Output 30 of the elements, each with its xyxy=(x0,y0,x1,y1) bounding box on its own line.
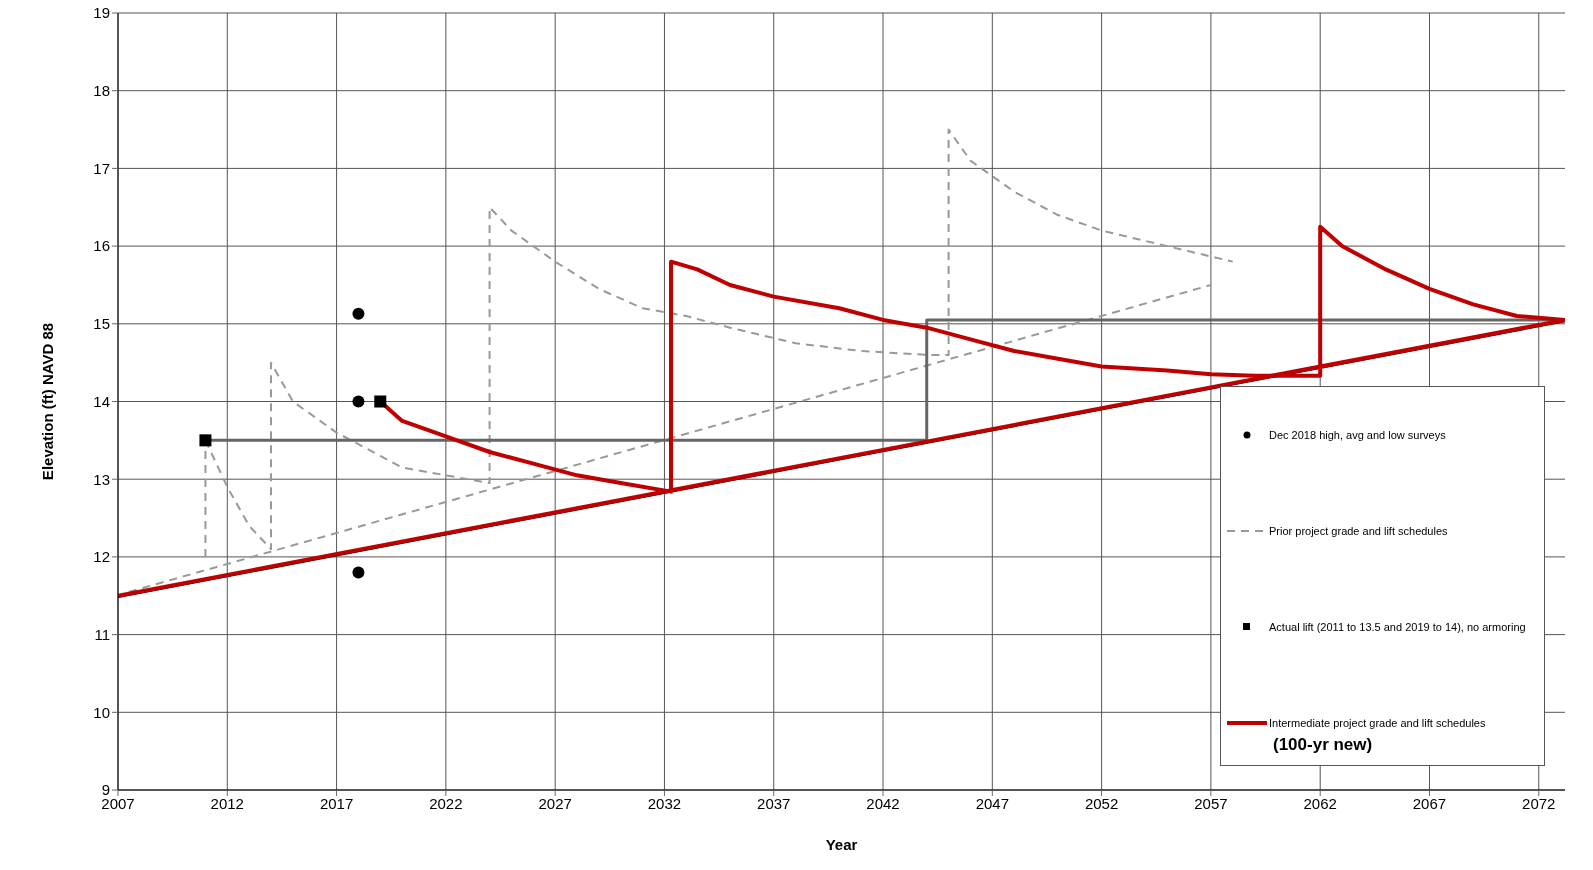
x-tick-label: 2062 xyxy=(1303,794,1337,812)
legend-label: Prior project grade and lift schedules xyxy=(1269,525,1448,537)
x-tick-label: 2057 xyxy=(1194,794,1228,812)
x-axis-title: Year xyxy=(825,836,858,853)
annotation: (100-yr new) xyxy=(1273,735,1374,755)
x-tick-label: 2017 xyxy=(319,794,354,812)
y-tick-label: 12 xyxy=(93,548,110,566)
x-tick-label: 2042 xyxy=(866,794,900,812)
y-tick-label: 15 xyxy=(93,315,110,333)
x-tick-label: 2027 xyxy=(538,794,572,812)
x-tick-label: 2067 xyxy=(1412,794,1447,812)
y-tick-label: 16 xyxy=(93,237,110,255)
legend-label: Dec 2018 high, avg and low surveys xyxy=(1269,429,1446,441)
x-tick-label: 2022 xyxy=(429,794,463,812)
x-tick-label: 2072 xyxy=(1522,794,1556,812)
x-tick-label: 2032 xyxy=(647,794,682,812)
y-tick-label: 18 xyxy=(93,82,110,100)
legend-label: Intermediate project grade and lift schedules xyxy=(1269,717,1486,729)
y-tick-label: 10 xyxy=(93,703,110,721)
x-tick-label: 2037 xyxy=(757,794,791,812)
legend-label: Actual lift (2011 to 13.5 and 2019 to 14), no armoring xyxy=(1269,621,1526,633)
y-axis-title: Elevation (ft) NAVD 88 xyxy=(39,322,57,481)
y-tick-label: 17 xyxy=(93,159,110,177)
y-tick-label: 19 xyxy=(93,4,110,22)
x-tick-label: 2052 xyxy=(1084,794,1119,812)
y-tick-label: 14 xyxy=(93,392,110,410)
x-tick-label: 2047 xyxy=(975,794,1010,812)
y-tick-label: 13 xyxy=(93,470,110,488)
x-tick-label: 2012 xyxy=(210,794,244,812)
y-tick-label: 11 xyxy=(94,625,110,643)
